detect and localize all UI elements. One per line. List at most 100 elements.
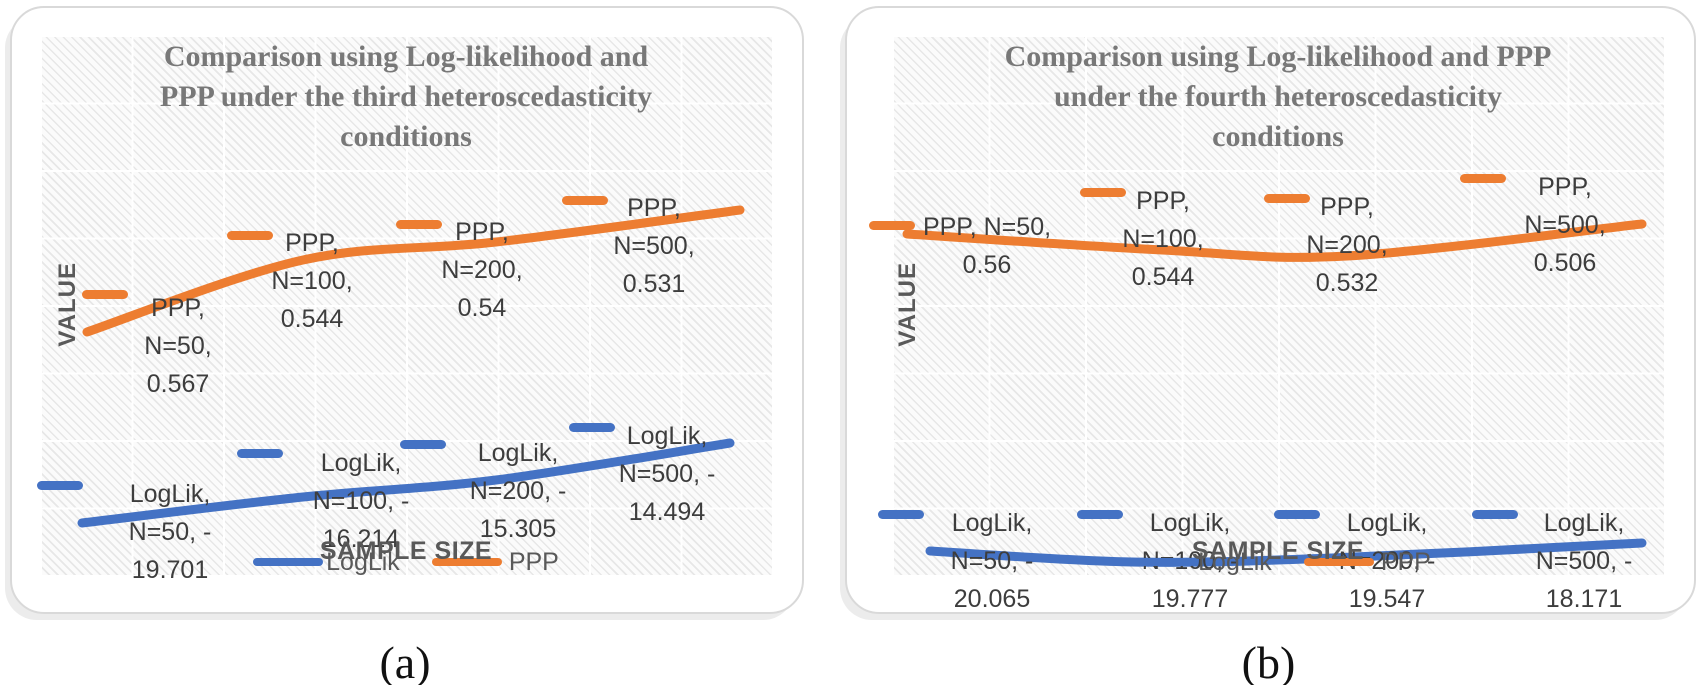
plot-area-a: Comparison using Log-likelihood and PPP … bbox=[37, 35, 772, 584]
loglik-label-dash-icon bbox=[1472, 509, 1518, 519]
loglik-series-line bbox=[77, 438, 735, 528]
data-label-line: 20.065 bbox=[953, 585, 1031, 613]
legend-loglik-dash-icon bbox=[253, 558, 324, 566]
data-label-line: N=200, bbox=[1306, 231, 1388, 259]
chart-panel-b: Comparison using Log-likelihood and PPP … bbox=[845, 6, 1696, 614]
data-label-line: PPP, bbox=[151, 294, 205, 322]
ppp-label-dash-icon bbox=[1080, 187, 1126, 197]
data-label-line: N=100, - bbox=[312, 487, 410, 515]
data-label-line: 19.777 bbox=[1151, 585, 1229, 613]
series-lines-svg bbox=[902, 219, 1647, 567]
loglik-label-dash-icon bbox=[1274, 509, 1320, 519]
data-label-line: 0.544 bbox=[1131, 263, 1195, 291]
ppp-label-dash-icon bbox=[1264, 193, 1310, 203]
loglik-label-dash-icon bbox=[37, 480, 83, 490]
loglik-data-label: LogLik, N=500, - 14.494 bbox=[552, 417, 782, 531]
legend-b: LogLik PPP bbox=[892, 547, 1664, 577]
loglik-label-dash-icon bbox=[400, 439, 446, 449]
ppp-data-label: PPP, N=50, 0.567 bbox=[63, 289, 293, 403]
data-label-line: LogLik, bbox=[1346, 509, 1428, 537]
ppp-label-dash-icon bbox=[82, 289, 128, 299]
chart-title-line: PPP under the third heteroscedasticity bbox=[159, 80, 653, 113]
chart-title-line: conditions bbox=[1212, 120, 1344, 153]
data-label-line: 0.567 bbox=[146, 370, 210, 398]
data-label-line: N=500, bbox=[1524, 211, 1606, 239]
chart-title-line: under the fourth heteroscedasticity bbox=[1053, 80, 1502, 113]
legend-ppp-dash-icon bbox=[431, 558, 502, 566]
ppp-label-dash-icon bbox=[396, 219, 442, 229]
subfigure-caption-a: (a) bbox=[379, 637, 431, 685]
loglik-label-dash-icon bbox=[237, 448, 283, 458]
data-label-line: LogLik, bbox=[129, 480, 211, 508]
data-label-line: 0.532 bbox=[1315, 269, 1379, 297]
loglik-data-label: LogLik, N=500, - 18.171 bbox=[1469, 504, 1699, 618]
data-label-line: PPP, bbox=[1136, 187, 1190, 215]
data-label-line: N=50, - bbox=[128, 518, 212, 546]
chart-title-line: Comparison using Log-likelihood and PPP bbox=[1004, 40, 1552, 73]
x-axis-title-b: SAMPLE SIZE bbox=[1191, 537, 1365, 565]
data-label-line: 19.547 bbox=[1348, 585, 1426, 613]
data-label-line: PPP, bbox=[627, 194, 681, 222]
data-label-line: N=50, - bbox=[950, 547, 1034, 575]
data-label-line: LogLik, bbox=[1543, 509, 1625, 537]
chart-title-line: conditions bbox=[340, 120, 472, 153]
chart-panel-a: Comparison using Log-likelihood and PPP … bbox=[10, 6, 804, 614]
data-label-line: 0.506 bbox=[1533, 249, 1597, 277]
legend-loglik-label: LogLik bbox=[1198, 547, 1272, 576]
data-label-line: PPP, bbox=[1538, 173, 1592, 201]
data-label-line: 0.56 bbox=[962, 251, 1012, 279]
loglik-data-label: LogLik, N=50, - 20.065 bbox=[877, 504, 1107, 618]
data-label-line: N=50, bbox=[144, 332, 212, 360]
ppp-label-dash-icon bbox=[1460, 173, 1506, 183]
data-label-line: 18.171 bbox=[1545, 585, 1623, 613]
legend-ppp-label: PPP bbox=[1380, 547, 1431, 576]
chart-title-line: Comparison using Log-likelihood and bbox=[163, 40, 649, 73]
data-label-line: 16.214 bbox=[322, 525, 400, 553]
x-axis-title-a: SAMPLE SIZE bbox=[319, 537, 493, 565]
data-label-line: PPP, bbox=[455, 218, 509, 246]
data-label-line: N=100, bbox=[271, 267, 353, 295]
data-label-line: 0.54 bbox=[457, 294, 507, 322]
data-label-line: 19.701 bbox=[131, 556, 209, 584]
legend-ppp-label: PPP bbox=[508, 547, 559, 576]
data-label-line: N=200, bbox=[441, 256, 523, 284]
series-lines-svg bbox=[77, 205, 745, 528]
loglik-series-line bbox=[925, 538, 1647, 567]
data-label-line: LogLik, bbox=[626, 422, 708, 450]
ppp-series-line bbox=[82, 205, 745, 337]
loglik-data-label: LogLik, N=50, - 19.701 bbox=[55, 475, 285, 589]
ppp-data-label: PPP, N=200, 0.532 bbox=[1232, 188, 1462, 302]
data-label-line: PPP, N=50, bbox=[922, 213, 1052, 241]
plot-area-b: Comparison using Log-likelihood and PPP … bbox=[869, 35, 1664, 613]
chart-title-b: Comparison using Log-likelihood and PPP … bbox=[892, 37, 1664, 157]
legend-loglik-dash-icon bbox=[1125, 558, 1196, 566]
ppp-data-label: PPP, N=100, 0.544 bbox=[1048, 182, 1278, 296]
ppp-data-label: PPP, N=500, 0.531 bbox=[539, 189, 769, 303]
data-label-line: LogLik, bbox=[320, 449, 402, 477]
loglik-label-dash-icon bbox=[1077, 509, 1123, 519]
data-label-line: LogLik, bbox=[951, 509, 1033, 537]
data-label-line: PPP, bbox=[1320, 193, 1374, 221]
ppp-data-label: PPP, N=500, 0.506 bbox=[1450, 168, 1680, 282]
ppp-data-label: PPP, N=200, 0.54 bbox=[367, 213, 597, 327]
legend-loglik-label: LogLik bbox=[326, 547, 400, 576]
data-label-line: LogLik, bbox=[477, 439, 559, 467]
data-label-line: N=100, bbox=[1122, 225, 1204, 253]
ppp-label-dash-icon bbox=[562, 195, 608, 205]
data-label-line: N=500, - bbox=[1535, 547, 1633, 575]
data-label-line: LogLik, bbox=[1149, 509, 1231, 537]
loglik-data-label: LogLik, N=100, - 16.214 bbox=[246, 444, 476, 558]
subfigure-caption-b: (b) bbox=[1241, 637, 1296, 685]
data-label-line: PPP, bbox=[285, 229, 339, 257]
data-label-line: 14.494 bbox=[628, 498, 706, 526]
ppp-label-dash-icon bbox=[869, 220, 915, 230]
ppp-data-label: PPP, N=50, 0.56 bbox=[872, 208, 1102, 284]
y-axis-title-a: VALUE bbox=[54, 262, 81, 347]
y-axis-title-b: VALUE bbox=[894, 262, 921, 347]
loglik-data-label: LogLik, N=200, - 15.305 bbox=[403, 434, 633, 548]
data-label-line: N=500, - bbox=[618, 460, 716, 488]
data-label-line: N=500, bbox=[613, 232, 695, 260]
legend-ppp-dash-icon bbox=[1303, 558, 1374, 566]
data-label-line: 0.531 bbox=[622, 270, 686, 298]
